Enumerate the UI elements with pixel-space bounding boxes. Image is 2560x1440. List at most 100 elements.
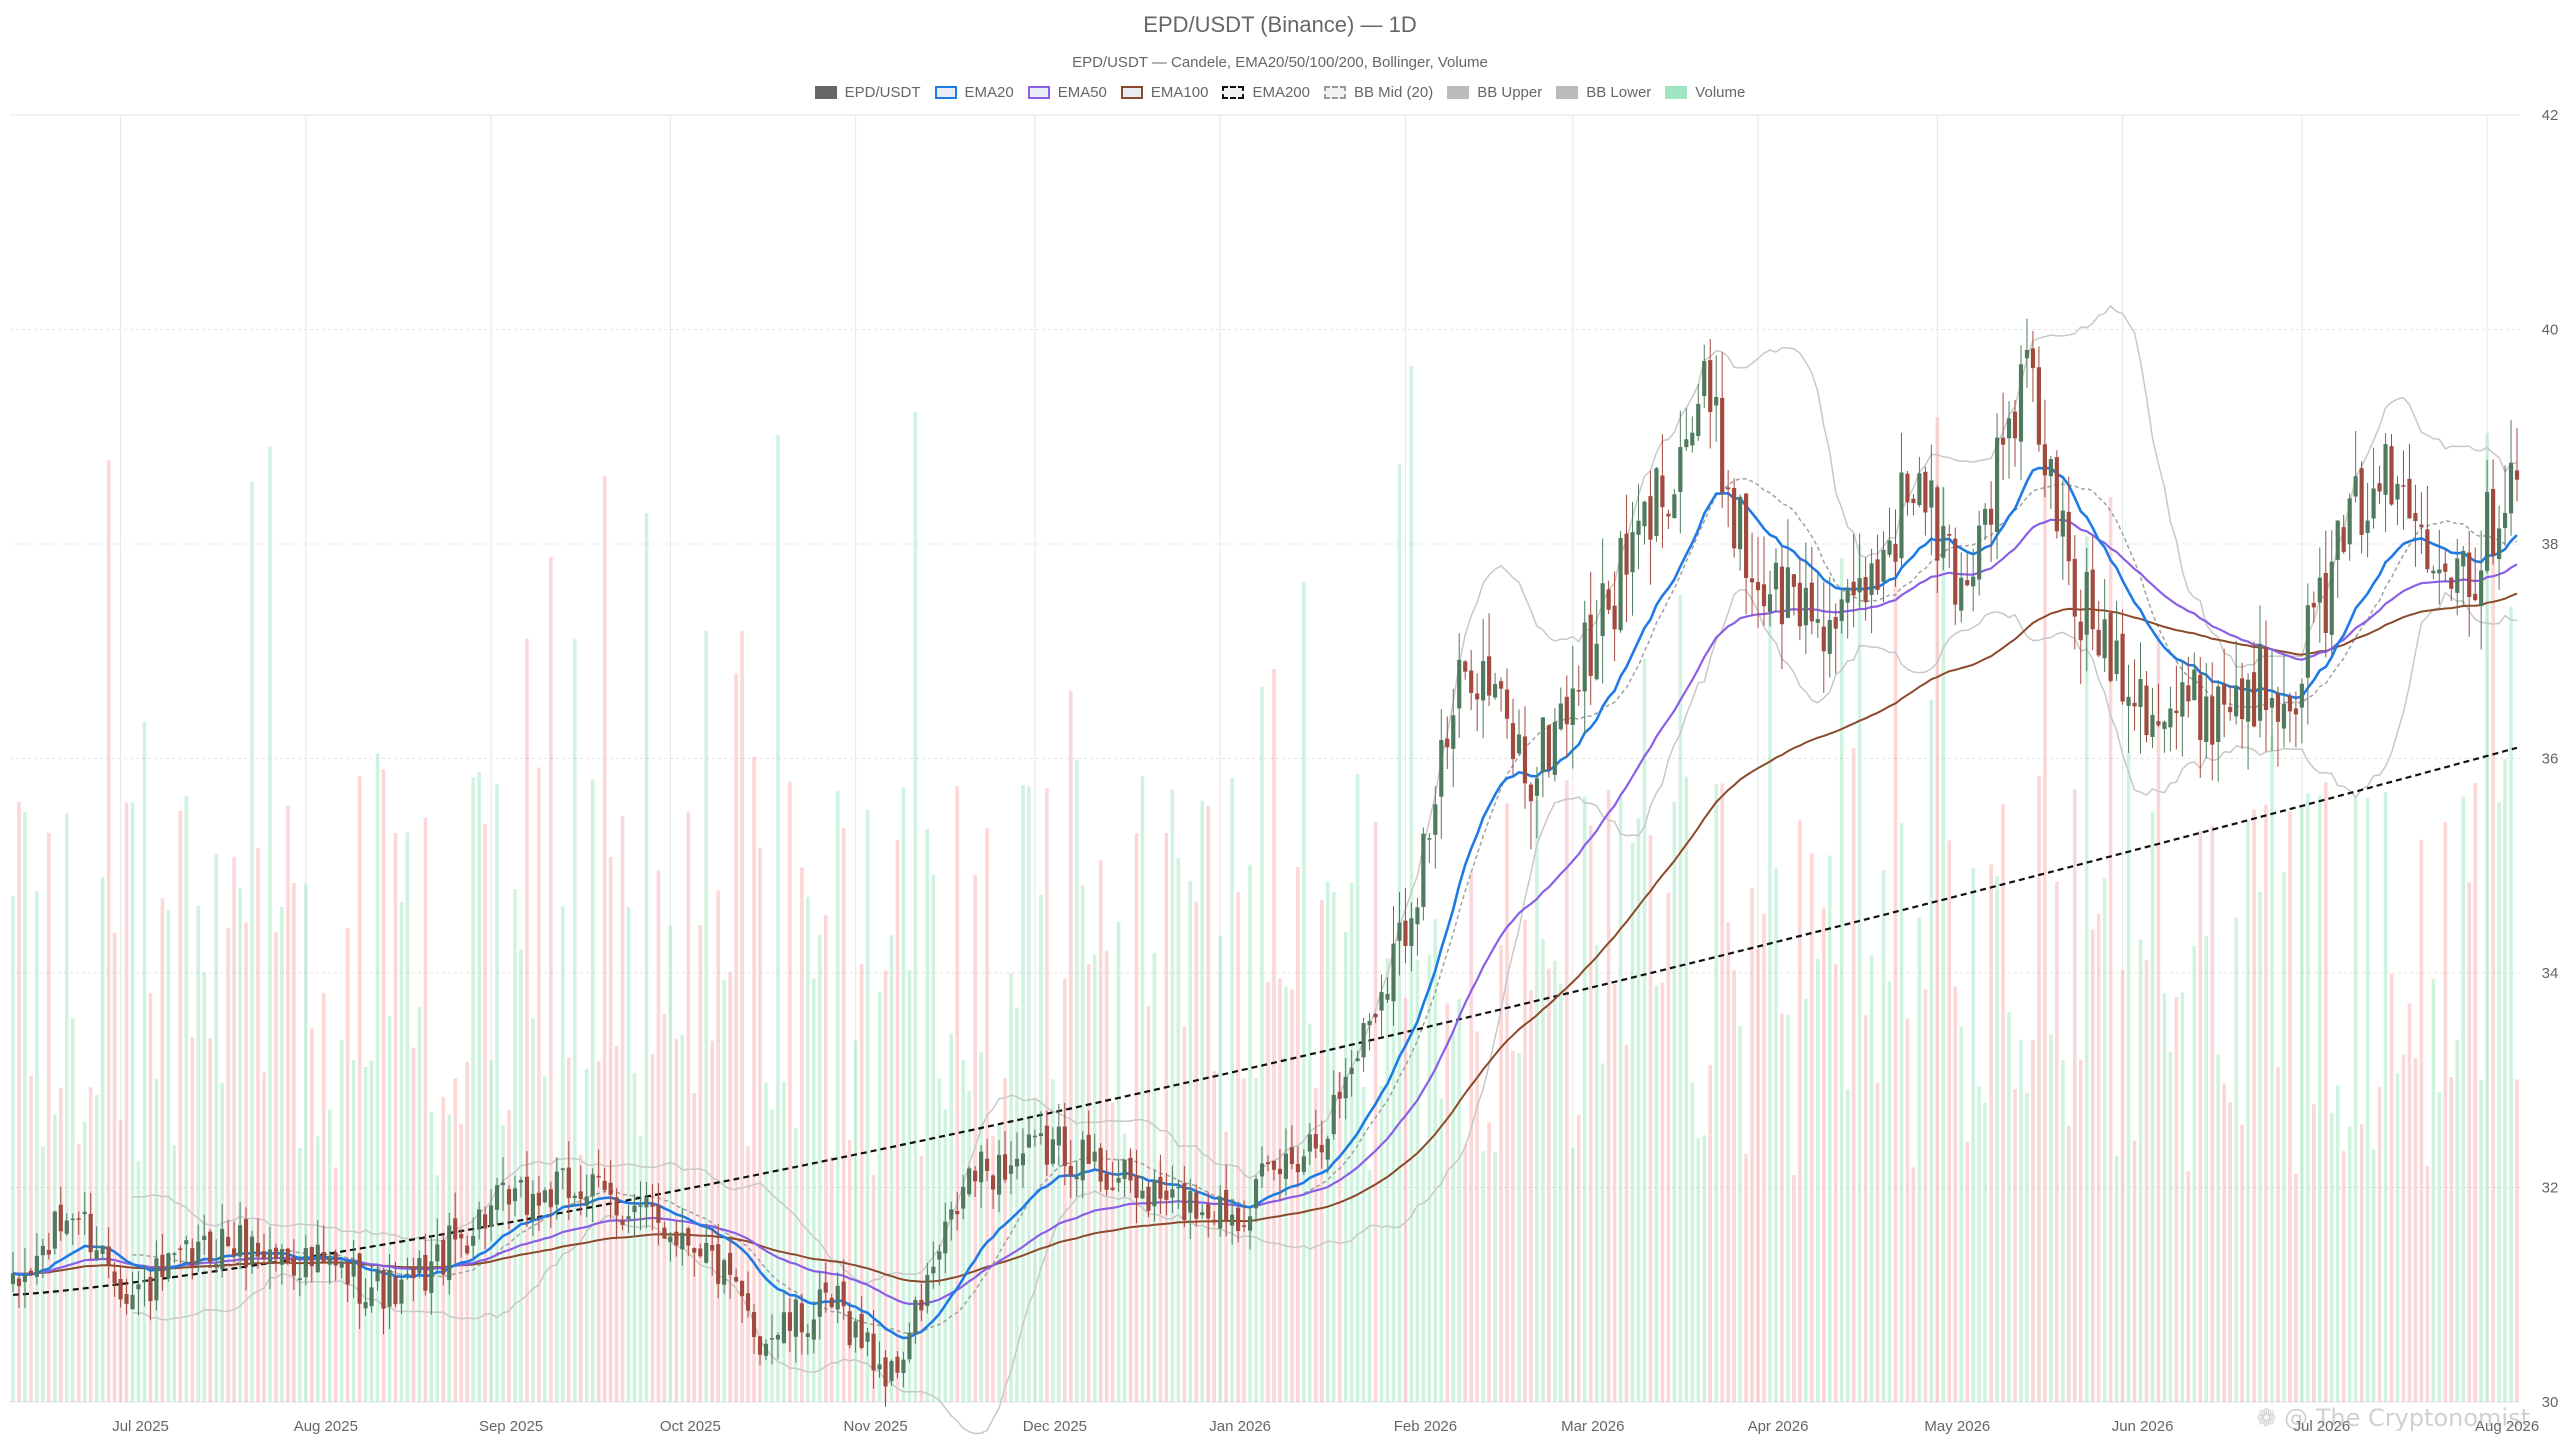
candle-body — [1295, 1163, 1300, 1173]
candle-body — [184, 1240, 189, 1245]
volume-bar — [2461, 796, 2466, 1402]
candle-body — [1965, 580, 1970, 586]
volume-bar — [53, 1114, 57, 1402]
volume-bar — [1421, 1146, 1426, 1402]
volume-bar — [333, 1167, 338, 1402]
volume-bar — [1260, 686, 1264, 1402]
x-tick-label: Oct 2025 — [660, 1418, 721, 1435]
volume-bar — [2497, 802, 2501, 1402]
volume-bar — [770, 1109, 774, 1402]
candle-body — [148, 1276, 153, 1302]
candle-body — [2192, 669, 2197, 701]
candle-body — [1696, 403, 1701, 437]
volume-bar — [2383, 791, 2388, 1402]
volume-bar — [1977, 1086, 1981, 1402]
candle-body — [1487, 656, 1492, 696]
candles — [10, 318, 2520, 1407]
volume-bar — [555, 1157, 559, 1402]
candle-body — [2234, 685, 2239, 717]
volume-bar — [1403, 997, 1408, 1402]
candle-body — [1905, 473, 1910, 503]
legend-item-epd-usdt[interactable]: EPD/USDT — [814, 84, 921, 101]
volume-bar — [393, 832, 398, 1402]
volume-bar — [465, 1062, 469, 1402]
volume-bar — [2120, 969, 2125, 1402]
legend-label: BB Lower — [1586, 84, 1652, 101]
candle-body — [2096, 629, 2101, 656]
candle-body — [1690, 432, 1695, 446]
volume-bar — [423, 817, 428, 1402]
x-tick-label: Aug 2026 — [2475, 1418, 2539, 1435]
volume-bar — [2503, 759, 2507, 1402]
volume-bar — [507, 1109, 511, 1402]
volume-bar — [477, 771, 481, 1402]
volume-bar — [686, 811, 691, 1402]
volume-bar — [76, 1143, 81, 1402]
candle-body — [1355, 1058, 1360, 1061]
candle-body — [1289, 1147, 1294, 1165]
candle-body — [1074, 1176, 1079, 1180]
volume-bar — [800, 867, 804, 1402]
candle-body — [1504, 689, 1510, 719]
candle-body — [566, 1167, 571, 1198]
volume-bar — [17, 802, 21, 1402]
candle-body — [124, 1294, 129, 1304]
volume-bar — [1660, 982, 1665, 1402]
candle-body — [387, 1269, 392, 1307]
candle-body — [220, 1228, 225, 1270]
watermark: ❁ @ The Cryptonomist — [2256, 1404, 2530, 1432]
volume-bar — [1200, 800, 1205, 1402]
candle-body — [518, 1179, 524, 1183]
candle-body — [1803, 587, 1808, 626]
candle-body — [2502, 512, 2508, 528]
volume-bar — [82, 1122, 87, 1402]
volume-bar — [1636, 818, 1641, 1402]
legend-item-ema50[interactable]: EMA50 — [1027, 84, 1107, 101]
candle-body — [2060, 510, 2065, 537]
volume-bar — [1768, 593, 1772, 1402]
bb-upper-line — [132, 304, 2518, 1284]
candle-body — [644, 1197, 649, 1208]
volume-bar — [877, 991, 882, 1402]
volume-bar — [1905, 1018, 1910, 1402]
candle-body — [321, 1252, 326, 1262]
volume-bar — [304, 884, 308, 1402]
volume-bar — [1051, 1079, 1055, 1402]
legend-item-bb-upper[interactable]: BB Upper — [1447, 84, 1542, 101]
legend-item-bb-lower[interactable]: BB Lower — [1556, 84, 1651, 101]
candle-body — [393, 1276, 398, 1305]
volume-bar — [1953, 986, 1958, 1402]
candle-body — [781, 1312, 787, 1343]
volume-bar — [1851, 748, 1856, 1402]
candle-body — [2006, 418, 2012, 439]
candle-body — [471, 1235, 476, 1246]
legend-item-ema100[interactable]: EMA100 — [1120, 84, 1208, 101]
candle-body — [2018, 364, 2024, 442]
legend-label: Volume — [1695, 84, 1746, 101]
candle-body — [46, 1249, 51, 1255]
volume-bar — [381, 769, 386, 1402]
legend-item-ema20[interactable]: EMA20 — [934, 84, 1014, 101]
candle-body — [847, 1311, 852, 1346]
legend-item-volume[interactable]: Volume — [1665, 84, 1745, 101]
candle-body — [787, 1312, 792, 1331]
candle-body — [1367, 1020, 1372, 1026]
candle-body — [1218, 1196, 1223, 1229]
candle-body — [2508, 462, 2514, 514]
volume-bar — [387, 1015, 392, 1402]
volume-bar — [519, 949, 523, 1402]
candle-body — [2162, 721, 2167, 729]
candle-body — [2299, 683, 2304, 708]
legend-item-bb-mid-20-[interactable]: BB Mid (20) — [1324, 84, 1433, 101]
volume-bar — [1541, 939, 1545, 1402]
volume-bar — [1786, 1015, 1790, 1402]
candle-body — [1379, 992, 1384, 1011]
candle-body — [28, 1270, 34, 1275]
candle-body — [907, 1332, 912, 1360]
legend-item-ema200[interactable]: EMA200 — [1222, 84, 1310, 101]
volume-bar — [1140, 776, 1145, 1402]
volume-bar — [1529, 990, 1533, 1402]
candle-body — [1534, 778, 1540, 796]
candle-body — [1397, 922, 1402, 941]
y-tick-label: 38 — [2542, 536, 2559, 553]
